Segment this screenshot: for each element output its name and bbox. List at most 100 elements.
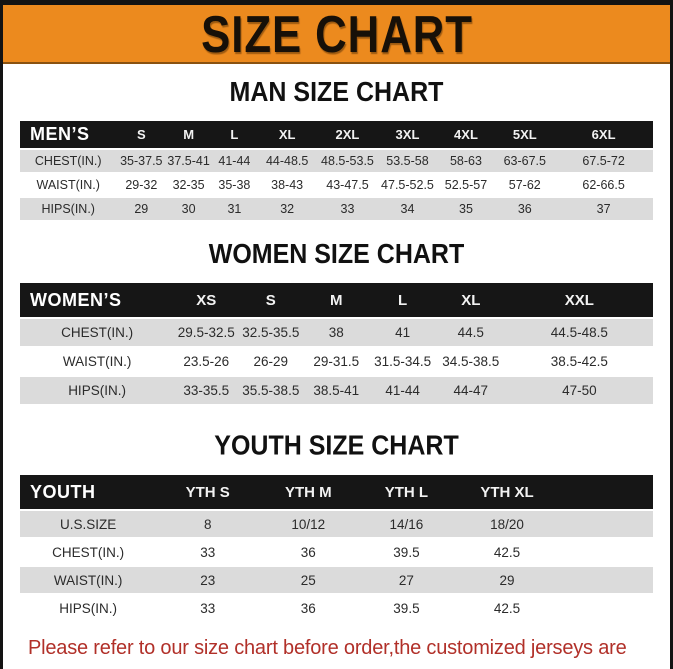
size-value: 29-31.5	[303, 348, 370, 375]
size-value: 44.5	[435, 319, 506, 346]
size-value: 35-37.5	[116, 150, 167, 172]
size-value: 41-44	[369, 377, 436, 404]
page-title: SIZE CHART	[200, 4, 473, 63]
table-title-cell: WOMEN’S	[20, 283, 175, 317]
size-value: 42.5	[455, 595, 559, 621]
size-value: 18/20	[455, 511, 559, 537]
size-value: 37	[554, 198, 653, 220]
size-value: 14/16	[357, 511, 456, 537]
size-value: 33-35.5	[174, 377, 239, 404]
size-value: 27	[357, 567, 456, 593]
measure-label: CHEST(IN.)	[20, 150, 117, 172]
table-row: WAIST(IN.) 23.5-26 26-29 29-31.5 31.5-34.5 34…	[20, 348, 653, 375]
size-value: 10/12	[259, 511, 358, 537]
size-value: 36	[495, 198, 555, 220]
size-column-header: YTH XL	[455, 475, 559, 509]
size-column-header: 5XL	[495, 121, 555, 148]
size-value: 47.5-52.5	[378, 174, 437, 196]
chart-content: MAN SIZE CHART MEN’S S M L XL 2XL 3XL 4XL 5XL 6XL…	[3, 76, 670, 669]
size-value: 48.5-53.5	[316, 150, 379, 172]
size-column-header: YTH S	[156, 475, 260, 509]
measure-label: HIPS(IN.)	[20, 595, 157, 621]
size-column-header: 6XL	[554, 121, 653, 148]
title-banner: SIZE CHART	[3, 5, 670, 64]
size-value: 43-47.5	[316, 174, 379, 196]
size-value: 36	[259, 539, 358, 565]
table-row: CHEST(IN.) 35-37.5 37.5-41 41-44 44-48.5 48.5…	[20, 150, 653, 172]
size-value: 25	[259, 567, 358, 593]
size-value: 33	[156, 595, 260, 621]
size-value: 44-47	[435, 377, 506, 404]
size-value: 35.5-38.5	[238, 377, 304, 404]
measure-label: CHEST(IN.)	[20, 539, 157, 565]
size-value: 32	[257, 198, 317, 220]
size-column-header: M	[166, 121, 212, 148]
section-men: MAN SIZE CHART MEN’S S M L XL 2XL 3XL 4XL 5XL 6XL…	[20, 76, 653, 222]
size-value: 23	[156, 567, 260, 593]
size-value: 8	[156, 511, 260, 537]
measure-label: HIPS(IN.)	[20, 198, 117, 220]
size-value: 47-50	[505, 377, 653, 404]
size-value: 34	[378, 198, 437, 220]
size-value: 35	[436, 198, 496, 220]
youth-size-table: YOUTH YTH S YTH M YTH L YTH XL U.S.SIZE 8 10/12…	[20, 473, 653, 623]
size-value: 36	[259, 595, 358, 621]
measure-label: U.S.SIZE	[20, 511, 157, 537]
table-row: HIPS(IN.) 33-35.5 35.5-38.5 38.5-41 41-44 44-…	[20, 377, 653, 404]
table-row: HIPS(IN.) 29 30 31 32 33 34 35 36 37	[20, 198, 653, 220]
table-row: CHEST(IN.) 29.5-32.5 32.5-35.5 38 41 44.5 44.5…	[20, 319, 653, 346]
size-value: 31.5-34.5	[369, 348, 436, 375]
filler-cell	[558, 475, 653, 509]
size-value: 44-48.5	[257, 150, 317, 172]
table-row: WAIST(IN.) 23 25 27 29	[20, 567, 653, 593]
size-value: 29	[116, 198, 167, 220]
size-value: 38	[303, 319, 370, 346]
men-chart-heading: MAN SIZE CHART	[229, 76, 444, 108]
size-value: 67.5-72	[554, 150, 653, 172]
size-value: 32-35	[166, 174, 212, 196]
table-row: CHEST(IN.) 33 36 39.5 42.5	[20, 539, 653, 565]
size-value: 26-29	[238, 348, 304, 375]
size-value: 31	[211, 198, 258, 220]
size-value: 33	[156, 539, 260, 565]
size-column-header: 4XL	[436, 121, 496, 148]
size-value: 44.5-48.5	[505, 319, 653, 346]
filler-cell	[558, 567, 653, 593]
youth-chart-heading: YOUTH SIZE CHART	[214, 430, 459, 462]
filler-cell	[558, 539, 653, 565]
women-chart-heading: WOMEN SIZE CHART	[208, 238, 465, 270]
size-column-header: 3XL	[378, 121, 437, 148]
size-value: 38.5-41	[303, 377, 370, 404]
size-column-header: L	[369, 283, 436, 317]
size-value: 62-66.5	[554, 174, 653, 196]
table-title-cell: YOUTH	[20, 475, 157, 509]
size-value: 42.5	[455, 539, 559, 565]
size-value: 29.5-32.5	[174, 319, 239, 346]
size-column-header: XL	[435, 283, 506, 317]
table-title-cell: MEN’S	[20, 121, 117, 148]
size-column-header: XXL	[505, 283, 653, 317]
size-value: 29-32	[116, 174, 167, 196]
section-women: WOMEN SIZE CHART WOMEN’S XS S M L XL XXL CHEST(…	[20, 238, 653, 406]
size-value: 58-63	[436, 150, 496, 172]
measure-label: WAIST(IN.)	[20, 174, 117, 196]
men-size-table: MEN’S S M L XL 2XL 3XL 4XL 5XL 6XL CHEST(IN.) 35-37…	[20, 119, 653, 222]
size-value: 53.5-58	[378, 150, 437, 172]
measure-label: CHEST(IN.)	[20, 319, 175, 346]
size-value: 38-43	[257, 174, 317, 196]
size-value: 23.5-26	[174, 348, 239, 375]
women-size-table: WOMEN’S XS S M L XL XXL CHEST(IN.) 29.5-32.5 32.5…	[20, 281, 653, 406]
section-youth: YOUTH SIZE CHART YOUTH YTH S YTH M YTH L YTH…	[20, 430, 653, 623]
size-value: 34.5-38.5	[435, 348, 506, 375]
footer-note: Please refer to our size chart before or…	[28, 633, 653, 669]
size-value: 63-67.5	[495, 150, 555, 172]
size-column-header: L	[211, 121, 258, 148]
footer-note-line1: Please refer to our size chart before or…	[28, 637, 627, 669]
size-column-header: S	[116, 121, 167, 148]
measure-label: WAIST(IN.)	[20, 348, 175, 375]
size-value: 32.5-35.5	[238, 319, 304, 346]
size-column-header: YTH M	[259, 475, 358, 509]
size-value: 41-44	[211, 150, 258, 172]
size-column-header: M	[303, 283, 370, 317]
